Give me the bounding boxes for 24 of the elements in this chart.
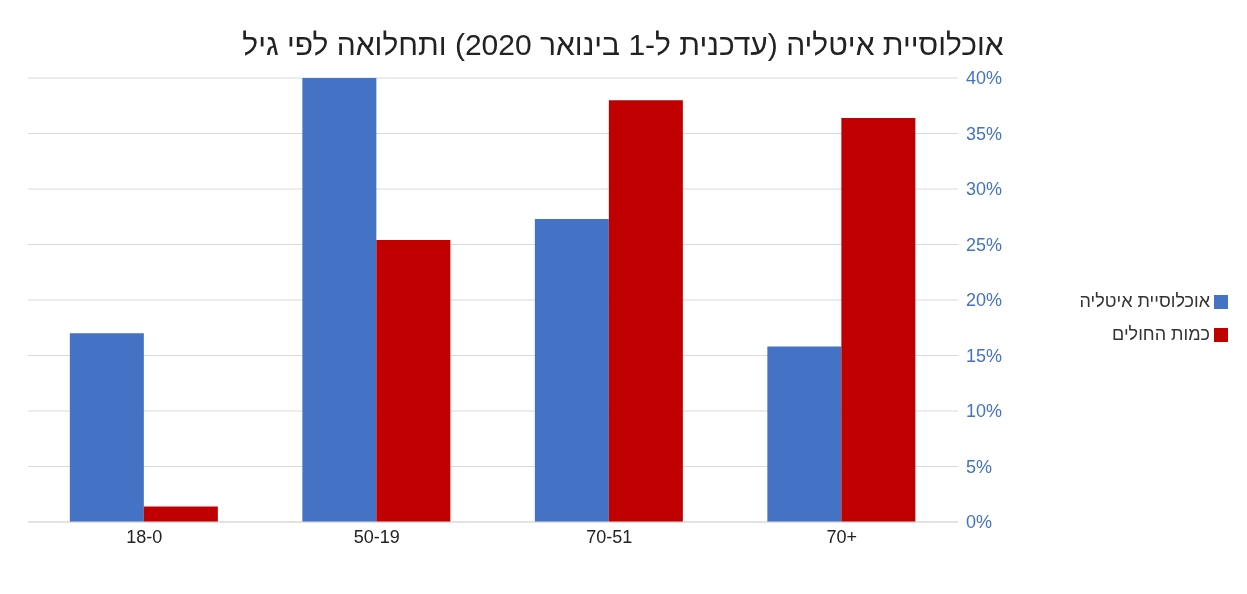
x-tick-label: 70+ <box>826 526 858 547</box>
y-tick-label: 25% <box>966 234 1003 255</box>
x-tick-label: 18-0 <box>126 526 163 547</box>
bar <box>608 100 683 522</box>
bar <box>69 333 144 522</box>
x-tick-label: 50-19 <box>353 526 400 547</box>
x-tick-label: 70-51 <box>586 526 633 547</box>
chart-title: אוכלוסיית איטליה (עדכנית ל-1 בינואר 2020) ותחלואה לפי גיל <box>241 27 1005 63</box>
bar <box>302 78 377 522</box>
bar <box>143 506 218 522</box>
y-tick-label: 10% <box>966 401 1003 422</box>
y-tick-label: 5% <box>966 456 993 477</box>
y-tick-label: 15% <box>966 345 1003 366</box>
legend-label: כמות החולים <box>1112 324 1210 345</box>
y-tick-label: 35% <box>966 123 1003 144</box>
bar <box>534 218 609 522</box>
legend-label: אוכלוסיית איטליה <box>1079 291 1210 312</box>
bar <box>376 240 451 522</box>
y-tick-label: 30% <box>966 179 1003 200</box>
y-tick-label: 40% <box>966 68 1003 89</box>
bar <box>767 346 842 522</box>
y-tick-label: 20% <box>966 290 1003 311</box>
y-tick-label: 0% <box>966 512 993 533</box>
bar <box>841 117 916 522</box>
